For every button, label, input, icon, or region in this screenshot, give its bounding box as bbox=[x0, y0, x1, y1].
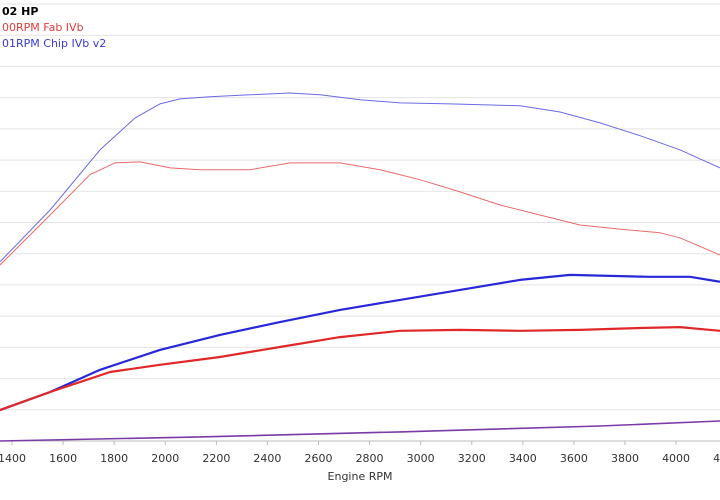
x-tick-label: 1600 bbox=[49, 452, 77, 465]
x-axis-title: Engine RPM bbox=[328, 470, 393, 483]
x-tick-label: 3400 bbox=[509, 452, 537, 465]
x-tick-label: 3000 bbox=[407, 452, 435, 465]
x-tick-label: 1800 bbox=[100, 452, 128, 465]
x-tick-label: 1400 bbox=[0, 452, 26, 465]
x-tick-label: 3600 bbox=[560, 452, 588, 465]
curve bbox=[0, 326, 720, 412]
chart-header: 02 HP bbox=[2, 5, 38, 18]
x-tick-label: 2800 bbox=[356, 452, 384, 465]
legend-entry: 01RPM Chip IVb v2 bbox=[2, 37, 106, 50]
curve bbox=[0, 273, 720, 412]
legend-entry: 00RPM Fab IVb bbox=[2, 21, 84, 34]
x-tick-label: 3200 bbox=[458, 452, 486, 465]
x-tick-label: 3800 bbox=[611, 452, 639, 465]
x-tick-label: 2600 bbox=[304, 452, 332, 465]
x-tick-label: 4200 bbox=[713, 452, 720, 465]
x-tick-label: 2200 bbox=[202, 452, 230, 465]
curve bbox=[0, 92, 720, 263]
x-tick-label: 2400 bbox=[253, 452, 281, 465]
x-tick-label: 4000 bbox=[662, 452, 690, 465]
curve bbox=[0, 420, 720, 442]
curve bbox=[0, 161, 720, 266]
x-tick-label: 2000 bbox=[151, 452, 179, 465]
